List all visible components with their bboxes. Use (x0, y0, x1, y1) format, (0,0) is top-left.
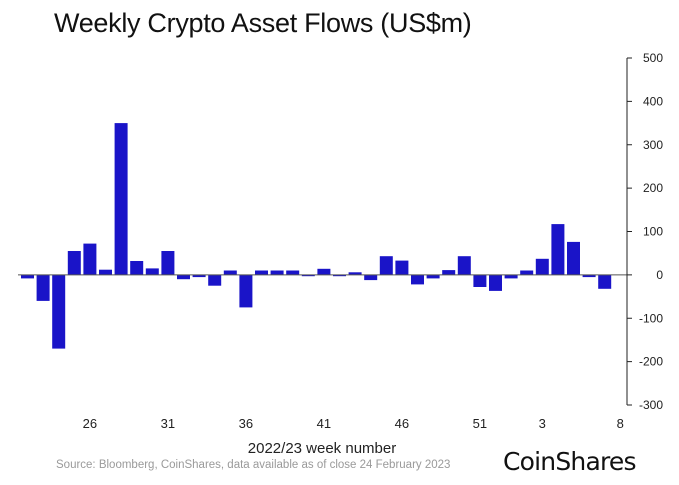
bar-week-43 (348, 272, 362, 275)
y-tick-label: 200 (643, 181, 663, 195)
bar-week-44 (364, 274, 378, 281)
bar-week-28 (114, 123, 128, 275)
bar-week-48 (426, 274, 440, 279)
x-tick-label: 26 (83, 416, 97, 431)
bar-week-3 (535, 258, 549, 275)
bar-week-32 (177, 274, 190, 280)
bar-week-33 (192, 274, 206, 278)
chart-title: Weekly Crypto Asset Flows (US$m) (54, 8, 472, 38)
bar-week-24 (52, 274, 66, 349)
y-tick-label: 500 (643, 51, 663, 65)
x-tick-label: 41 (317, 416, 331, 431)
y-tick-label: -200 (639, 355, 663, 369)
bar-week-1 (504, 274, 518, 279)
y-tick-label: 100 (643, 225, 663, 239)
y-tick-label: -300 (639, 398, 663, 412)
y-tick-label: 300 (643, 138, 663, 152)
x-tick-label: 31 (161, 416, 175, 431)
x-tick-label: 3 (539, 416, 546, 431)
bar-week-52 (489, 274, 502, 291)
bar-week-34 (208, 274, 222, 286)
y-tick-label: -100 (639, 311, 663, 325)
bar-week-6 (582, 274, 596, 278)
x-tick-label: 8 (617, 416, 624, 431)
y-tick-label: 0 (656, 268, 663, 282)
bar-week-27 (99, 269, 112, 275)
y-axis: 500 400 300 200 100 0 -100 -200 -300 (626, 51, 663, 412)
bar-week-5 (567, 241, 580, 275)
bar-week-46 (395, 260, 409, 275)
y-tick-label: 400 (643, 94, 663, 108)
x-axis: 26 31 36 41 46 51 3 8 (83, 416, 624, 431)
bar-week-23 (36, 274, 50, 301)
x-axis-label: 2022/23 week number (248, 440, 396, 457)
bar-week-31 (161, 251, 175, 275)
bar-week-39 (286, 270, 300, 275)
bar-week-38 (270, 270, 284, 275)
bar-week-40 (301, 274, 315, 277)
bar-week-45 (379, 256, 393, 275)
bar-week-26 (83, 243, 97, 275)
x-tick-label: 51 (473, 416, 487, 431)
bar-week-25 (67, 251, 81, 275)
bar-week-7 (598, 274, 612, 289)
bar-week-30 (145, 268, 159, 275)
source-note: Source: Bloomberg, CoinShares, data avai… (56, 459, 451, 471)
bar-week-50 (457, 256, 471, 275)
coinshares-logo: CoinShares (503, 447, 637, 476)
bar-week-35 (223, 270, 237, 275)
x-tick-label: 36 (239, 416, 253, 431)
bar-week-51 (473, 274, 487, 287)
bar-week-49 (442, 270, 456, 275)
bar-week-4 (551, 224, 565, 275)
bar-week-41 (317, 268, 331, 275)
bars-group (21, 123, 612, 349)
bar-week-2 (520, 270, 534, 275)
bar-week-29 (130, 261, 144, 275)
bar-week-36 (239, 274, 253, 308)
x-tick-label: 46 (395, 416, 409, 431)
bar-week-37 (255, 270, 268, 275)
bar-week-42 (333, 274, 346, 277)
bar-week-47 (411, 274, 424, 285)
bar-week-22 (21, 274, 34, 279)
